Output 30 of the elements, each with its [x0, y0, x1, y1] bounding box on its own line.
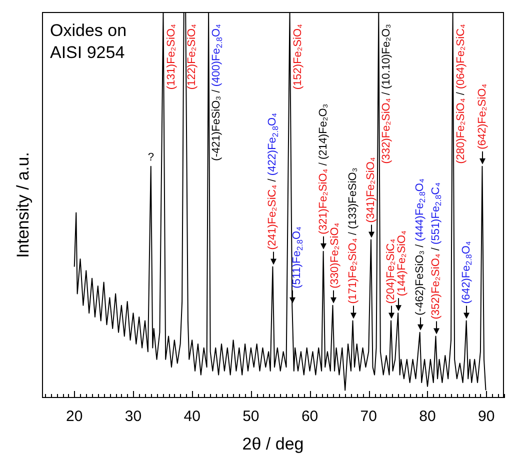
annotation: (204)Fe₂SiC₄ — [385, 238, 398, 304]
annotation: (122)Fe₂SiO₄ — [186, 23, 198, 90]
x-tick-label: 40 — [184, 408, 200, 426]
x-tick-label: 30 — [124, 408, 142, 426]
x-tick-label: 50 — [242, 408, 260, 426]
annotation: (-421)FeSiO₃ / (400)Fe2.8O₄ — [210, 23, 224, 161]
annotation: (171)Fe₂SiO₄ / (133)FeSiO₃ — [346, 168, 359, 304]
annotation: (332)Fe₂SiO₄ / (10.10)Fe₂O₃ — [380, 24, 393, 164]
annotation: (330)Fe₂SiO₄ — [328, 222, 341, 288]
annotation: (642)Fe₂SiO₄ — [476, 83, 488, 150]
annotation: (321)Fe₂SiO₄ / (214)Fe₂O₃ — [317, 104, 330, 234]
x-tick-label: 70 — [360, 408, 377, 426]
x-tick-label: 90 — [478, 408, 495, 426]
annotation: (131)Fe₂SiO₄ — [165, 23, 178, 90]
annotation: (341)Fe₂SiO₄ — [365, 156, 378, 223]
annotation: (-462)FeSiO₃ / (444)Fe2.8O₄ — [414, 178, 428, 316]
y-axis-title: Intensity / a.u. — [14, 152, 33, 258]
text: Oxides on AISI 9254 — [50, 21, 127, 62]
annotation: (352)Fe₂SiO₄ / (551)Fe2.8C₄ — [430, 182, 443, 320]
annotation: (511)Fe2.8O₄ — [291, 226, 304, 288]
annotation: ? — [148, 151, 154, 164]
annotation: (280)Fe₂SiO₄ / (064)Fe₂SiC₄ — [454, 23, 467, 164]
annotation: (152)Fe₂SiO₄ — [292, 23, 304, 90]
annotation: (642)Fe2.8O₄ — [460, 240, 474, 304]
x-tick-label: 20 — [66, 408, 83, 426]
x-axis-title: 2θ / deg — [242, 434, 304, 454]
x-tick-label: 80 — [419, 408, 436, 426]
annotation: (241)Fe₂SiC₄ / (422)Fe2.8O₄ — [266, 112, 280, 250]
annotation: (144)Fe₂SiO₄ — [396, 230, 408, 296]
x-tick-label: 60 — [301, 408, 318, 426]
